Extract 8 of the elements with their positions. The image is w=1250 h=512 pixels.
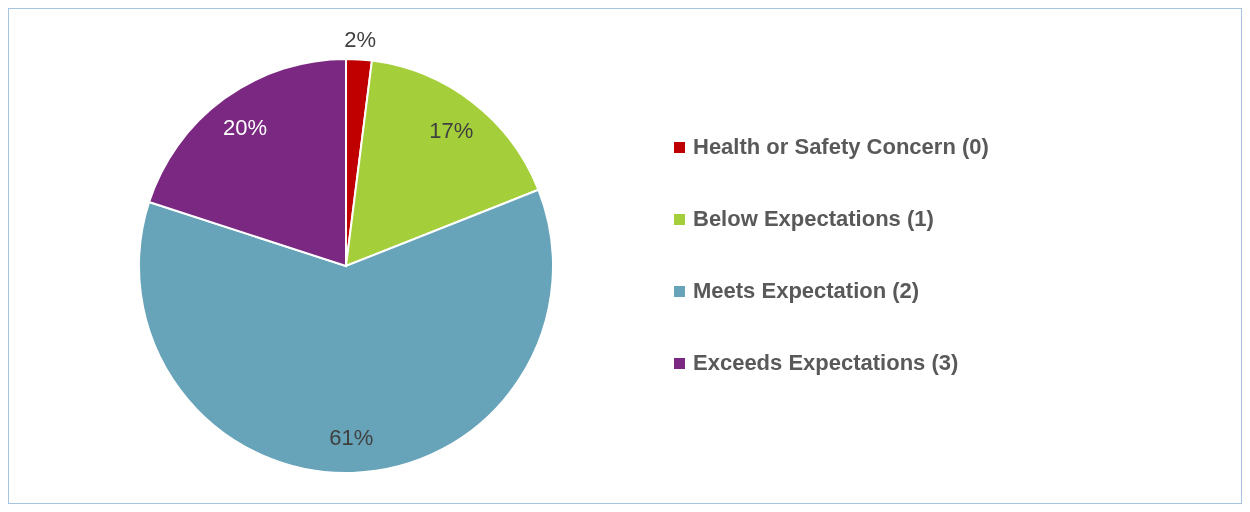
legend-label: Exceeds Expectations (3) [693, 350, 959, 376]
data-label: 61% [329, 425, 374, 451]
legend-label: Meets Expectation (2) [693, 278, 920, 304]
data-label: 20% [222, 114, 268, 140]
legend-label: Health or Safety Concern (0) [693, 134, 989, 160]
data-label: 2% [344, 26, 377, 52]
legend-label: Below Expectations (1) [693, 206, 934, 232]
data-label: 17% [429, 117, 474, 143]
